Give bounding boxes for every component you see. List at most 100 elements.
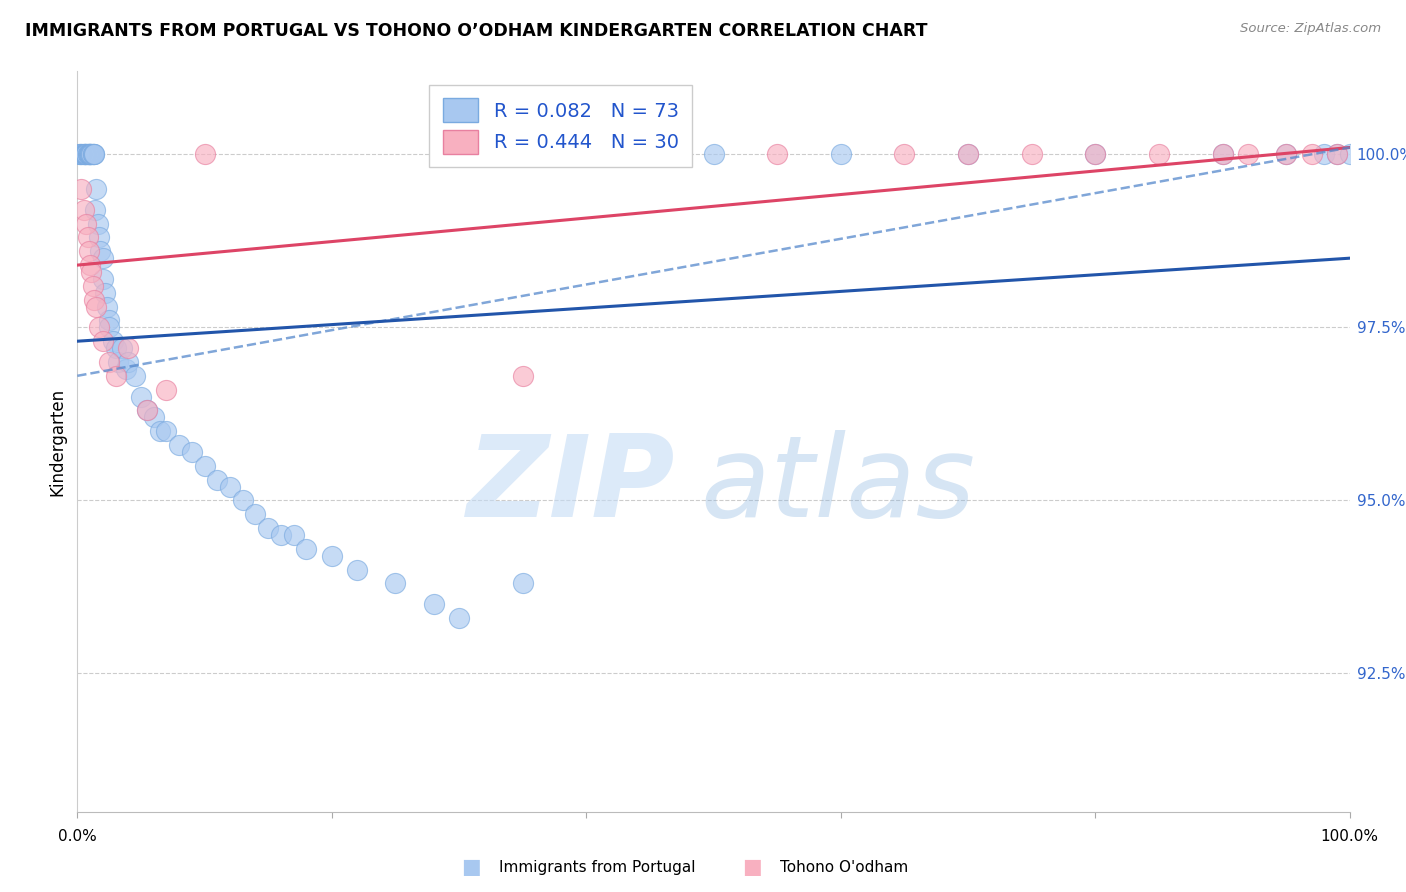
Point [1021,147,1043,161]
Point [91,272,114,286]
Point [142,410,165,425]
Text: ■: ■ [742,857,762,877]
Point [155,424,177,438]
Point [94,285,117,300]
Point [703,147,725,161]
Y-axis label: Kindergarten: Kindergarten [48,387,66,496]
Point [73,147,96,161]
Point [129,390,152,404]
Point [449,611,471,625]
Point [321,549,343,563]
Point [82,147,104,161]
Point [1147,147,1170,161]
Point [766,147,789,161]
Point [219,479,242,493]
Point [91,334,114,349]
Point [1313,147,1336,161]
Point [346,563,368,577]
Point [82,147,104,161]
Point [117,341,139,355]
Text: ZIP: ZIP [467,431,675,541]
Point [67,147,90,161]
Point [167,438,190,452]
Point [512,576,534,591]
Point [283,528,305,542]
Point [75,147,97,161]
Point [575,147,598,161]
Point [136,403,159,417]
Text: IMMIGRANTS FROM PORTUGAL VS TOHONO O’ODHAM KINDERGARTEN CORRELATION CHART: IMMIGRANTS FROM PORTUGAL VS TOHONO O’ODH… [25,22,928,40]
Point [80,147,103,161]
Point [232,493,254,508]
Point [83,147,105,161]
Point [1326,147,1348,161]
Point [101,334,124,349]
Point [270,528,292,542]
Point [1301,147,1323,161]
Point [98,320,121,334]
Point [111,341,134,355]
Point [76,147,98,161]
Point [79,147,101,161]
Point [384,576,406,591]
Point [1212,147,1234,161]
Point [155,383,177,397]
Text: atlas: atlas [700,431,976,541]
Point [1237,147,1260,161]
Point [107,355,129,369]
Point [136,403,159,417]
Point [104,368,127,383]
Point [73,147,96,161]
Point [72,147,94,161]
Point [893,147,915,161]
Point [422,597,444,611]
Point [295,541,318,556]
Point [70,147,93,161]
Point [87,320,110,334]
Point [1339,147,1361,161]
Text: Source: ZipAtlas.com: Source: ZipAtlas.com [1240,22,1381,36]
Point [124,368,146,383]
Text: ■: ■ [461,857,481,877]
Point [257,521,280,535]
Point [1084,147,1107,161]
Point [245,507,267,521]
Point [73,147,96,161]
Point [80,147,103,161]
Point [73,202,96,217]
Point [86,217,108,231]
Point [957,147,980,161]
Point [83,147,105,161]
Point [96,300,118,314]
Text: 0.0%: 0.0% [58,829,97,844]
Point [1275,147,1298,161]
Point [830,147,852,161]
Point [79,147,101,161]
Point [77,147,100,161]
Point [73,147,96,161]
Point [77,244,100,259]
Point [98,355,121,369]
Point [89,244,111,259]
Point [69,147,91,161]
Point [1326,147,1348,161]
Point [149,424,172,438]
Point [77,147,100,161]
Point [114,362,136,376]
Point [76,147,98,161]
Point [104,341,127,355]
Point [87,230,110,244]
Point [83,293,105,307]
Text: Immigrants from Portugal: Immigrants from Portugal [499,860,696,874]
Point [75,217,97,231]
Text: 100.0%: 100.0% [1320,829,1379,844]
Point [82,278,104,293]
Point [1084,147,1107,161]
Point [91,251,114,265]
Point [1212,147,1234,161]
Point [1275,147,1298,161]
Text: Tohono O'odham: Tohono O'odham [780,860,908,874]
Point [180,445,202,459]
Point [79,258,101,272]
Point [957,147,980,161]
